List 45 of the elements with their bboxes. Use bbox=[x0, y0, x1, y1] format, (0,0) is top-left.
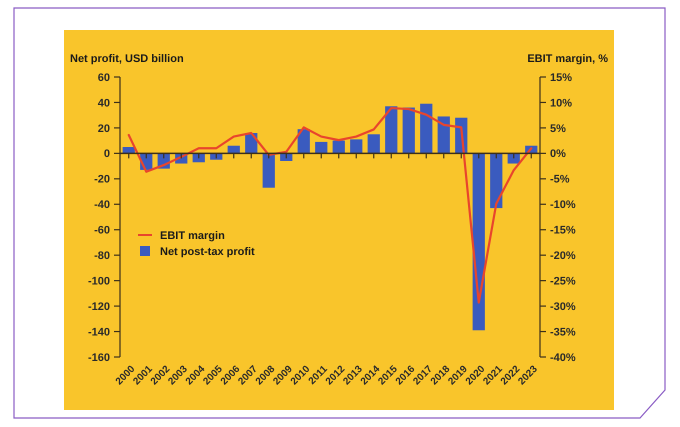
bar bbox=[385, 106, 398, 154]
bar bbox=[472, 153, 485, 330]
y-tick-label: 40 bbox=[98, 97, 110, 110]
y2-tick-label: 15% bbox=[550, 72, 572, 84]
bar bbox=[508, 153, 520, 164]
y2-tick-label: -20% bbox=[550, 250, 576, 262]
bar bbox=[402, 108, 415, 154]
bar bbox=[438, 116, 450, 154]
bar bbox=[368, 134, 380, 154]
y2-tick-label: 0% bbox=[550, 148, 566, 160]
bar bbox=[490, 153, 502, 208]
y-tick-label: 60 bbox=[98, 72, 110, 84]
y-tick-label: -80 bbox=[94, 250, 110, 262]
y-tick-label: -100 bbox=[88, 275, 110, 288]
bar bbox=[228, 146, 240, 154]
y-tick-label: -20 bbox=[94, 174, 110, 186]
bar bbox=[298, 129, 310, 154]
y-tick-label: -140 bbox=[88, 326, 110, 338]
y2-tick-label: -25% bbox=[550, 275, 576, 288]
legend-label: EBIT margin bbox=[160, 230, 226, 242]
y2-tick-label: -5% bbox=[550, 174, 570, 186]
y2-axis-title: EBIT margin, % bbox=[527, 53, 608, 65]
bar bbox=[350, 139, 362, 154]
y2-tick-label: -35% bbox=[550, 326, 576, 338]
bar bbox=[315, 142, 328, 154]
y-tick-label: -40 bbox=[94, 199, 110, 212]
y2-tick-label: -40% bbox=[550, 352, 576, 364]
bar bbox=[332, 140, 345, 154]
y2-tick-label: -10% bbox=[550, 199, 576, 212]
bar bbox=[262, 153, 275, 188]
y2-tick-label: 5% bbox=[550, 122, 566, 135]
y2-tick-label: -15% bbox=[550, 224, 576, 237]
y-tick-label: -120 bbox=[88, 300, 110, 313]
legend-label: Net post-tax profit bbox=[160, 246, 256, 258]
y-tick-label: 20 bbox=[98, 122, 110, 135]
y-tick-label: -60 bbox=[94, 224, 110, 237]
bar bbox=[420, 104, 432, 154]
y-axis-title: Net profit, USD billion bbox=[70, 53, 184, 65]
bar bbox=[280, 153, 292, 161]
line-series bbox=[128, 106, 532, 304]
bar bbox=[192, 153, 205, 162]
y2-tick-label: -30% bbox=[550, 300, 576, 313]
y-tick-label: 0 bbox=[104, 148, 110, 160]
y2-tick-label: 10% bbox=[550, 97, 572, 110]
y-tick-label: -160 bbox=[88, 352, 110, 364]
